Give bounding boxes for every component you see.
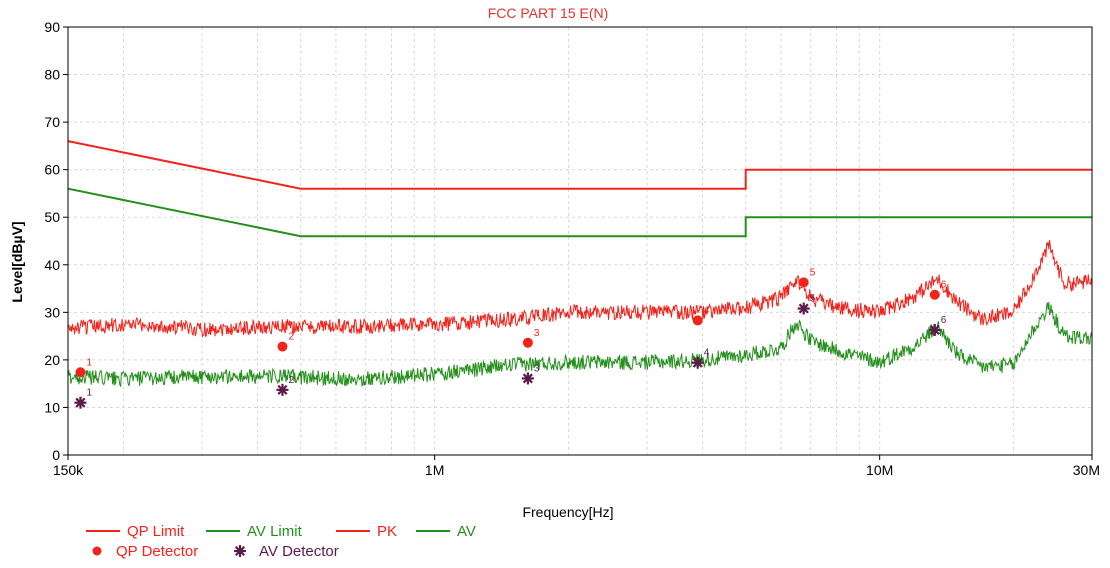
marker-number: 4 [704, 305, 710, 316]
marker-number: 3 [534, 363, 540, 374]
y-tick-label: 70 [44, 114, 60, 130]
qp-detector-point [692, 315, 703, 326]
y-tick-label: 50 [44, 209, 60, 225]
av-detector-point [521, 372, 534, 385]
y-tick-label: 60 [44, 162, 60, 178]
y-axis-label: Level[dBµV] [9, 221, 25, 302]
y-tick-label: 10 [44, 399, 60, 415]
legend-item: AV Detector [234, 543, 339, 560]
y-axis-ticks: 0 10 20 30 40 50 60 70 80 90 [44, 19, 68, 463]
x-axis-label: Frequency[Hz] [522, 504, 613, 520]
series-av-limit [67, 187, 1092, 238]
legend-label: QP Limit [127, 523, 185, 540]
legend-item: PK [336, 523, 397, 540]
av-detector-ray [277, 384, 288, 395]
av-detector-ray [75, 397, 86, 408]
y-tick-label: 40 [44, 257, 60, 273]
legend-label: AV Detector [259, 543, 339, 560]
av-detector-ray [929, 324, 940, 335]
x-tick-label: 1M [425, 462, 444, 478]
marker-number: 1 [86, 357, 92, 368]
y-tick-label: 80 [44, 67, 60, 83]
y-tick-label: 90 [44, 19, 60, 35]
legend-item: AV [416, 523, 476, 540]
grid [68, 26, 1092, 456]
av-detector-ray [798, 303, 809, 314]
legend-item: QP Detector [92, 543, 198, 560]
y-tick-label: 30 [44, 304, 60, 320]
av-detector-ray [522, 373, 533, 384]
y-tick-label: 20 [44, 352, 60, 368]
legend-item: QP Limit [86, 523, 185, 540]
legend-label: AV [457, 523, 476, 540]
x-tick-label: 30M [1073, 462, 1100, 478]
marker-number: 6 [941, 280, 947, 291]
qp-detector-point [798, 277, 809, 288]
qp-detector-point [277, 341, 288, 352]
marker-number: 1 [86, 388, 92, 399]
av-detector-point [276, 383, 289, 396]
av-detector-point [928, 323, 941, 336]
qp-detector-point [75, 367, 86, 378]
marker-number: 3 [534, 328, 540, 339]
series-qp-limit [67, 140, 1092, 190]
av-detector-point [797, 302, 810, 315]
legend: QP Limit AV Limit PK AV QP Detector AV Detect… [86, 523, 476, 560]
qp-detector-point [929, 289, 940, 300]
marker-number: 6 [941, 315, 947, 326]
av-detector-point [74, 396, 87, 409]
x-axis-ticks: 150k 1M 10M 30M [53, 455, 1100, 478]
legend-label: AV Limit [247, 523, 303, 540]
qp-detector-point [522, 337, 533, 348]
marker-number: 5 [810, 267, 816, 278]
legend-item: AV Limit [206, 523, 303, 540]
markers-layer: 1 2 3 4 5 6 1 2 3 4 5 6 [74, 267, 947, 409]
x-tick-label: 10M [866, 462, 893, 478]
marker-number: 5 [810, 294, 816, 305]
legend-label: QP Detector [116, 543, 198, 560]
x-tick-label: 150k [53, 462, 84, 478]
plot-frame [67, 26, 1093, 456]
y-tick-label: 0 [52, 447, 60, 463]
series-pk [67, 240, 1093, 339]
series-layer [67, 140, 1093, 388]
marker-number: 2 [288, 332, 294, 343]
av-detector-ray [692, 357, 703, 368]
av-detector-point [691, 356, 704, 369]
marker-number: 4 [704, 348, 710, 359]
legend-label: PK [377, 523, 397, 540]
legend-swatch [92, 546, 102, 556]
chart-title: FCC PART 15 E(N) [488, 5, 609, 21]
series-av [67, 301, 1093, 388]
legend-swatch-ray [234, 545, 246, 557]
marker-number: 2 [288, 375, 294, 386]
